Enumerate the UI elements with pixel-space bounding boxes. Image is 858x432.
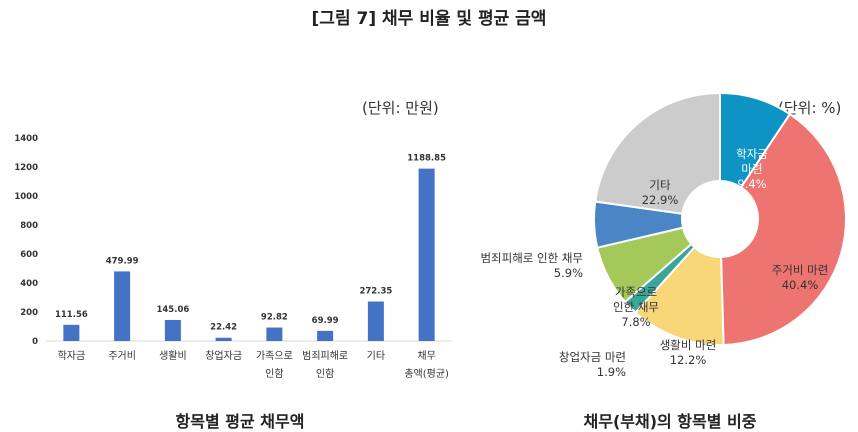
- bar: [164, 319, 181, 341]
- pie-label: 22.9%: [642, 193, 679, 207]
- x-category-label: 총액(평균): [404, 368, 449, 380]
- pie-slice: [594, 91, 721, 215]
- bar: [418, 168, 435, 341]
- y-tick-label: 200: [20, 308, 38, 318]
- pie-chart-unit: (단위: %): [778, 99, 842, 117]
- pie-label: 기타: [649, 178, 671, 192]
- bar-chart-unit: (단위: 만원): [362, 99, 439, 117]
- pie-label: 주거비 마련: [772, 263, 829, 277]
- pie-label: 40.4%: [782, 278, 819, 292]
- y-tick-label: 1000: [14, 192, 38, 202]
- pie-chart-caption: 채무(부채)의 항목별 비중: [583, 412, 757, 431]
- bar-value-label: 272.35: [359, 287, 392, 297]
- bar-value-label: 145.06: [156, 305, 189, 315]
- x-category-label: 인함: [265, 368, 283, 380]
- figure-title: [그림 7] 채무 비율 및 평균 금액: [311, 9, 547, 29]
- pie-label: 12.2%: [670, 353, 707, 367]
- x-category-label: 가족으로: [256, 350, 293, 362]
- y-tick-label: 600: [20, 250, 38, 260]
- y-tick-label: 800: [20, 221, 38, 231]
- bar: [114, 271, 131, 341]
- x-category-label: 주거비: [108, 350, 136, 362]
- x-category-label: 기타: [367, 350, 385, 362]
- bar-chart-caption: 항목별 평균 채무액: [175, 412, 305, 431]
- pie-slice: [634, 245, 725, 346]
- pie-label: 7.8%: [621, 315, 650, 329]
- pie-label: 가족으로: [615, 285, 657, 299]
- y-tick-label: 1200: [14, 163, 38, 173]
- bar-value-label: 22.42: [210, 323, 237, 333]
- x-category-label: 창업자금: [205, 349, 242, 362]
- pie-label: 생활비 마련: [660, 338, 717, 352]
- bar-value-label: 1188.85: [407, 154, 446, 164]
- pie-label: 인한 채무: [613, 300, 659, 314]
- pie-label: 마련: [741, 162, 762, 176]
- y-tick-label: 400: [20, 279, 38, 289]
- bar: [215, 337, 232, 341]
- pie-slice: [720, 112, 847, 346]
- pie-label: 범죄피해로 인한 채무: [480, 251, 583, 265]
- x-category-label: 생활비: [159, 349, 187, 362]
- bar-value-label: 111.56: [55, 310, 88, 320]
- pie-label: 5.9%: [554, 266, 583, 280]
- bar-value-label: 92.82: [261, 313, 288, 323]
- bar-value-label: 69.99: [312, 316, 339, 326]
- x-category-label: 채무: [417, 350, 435, 362]
- bar: [367, 301, 384, 341]
- y-tick-label: 1400: [14, 134, 38, 144]
- x-category-label: 범죄피해로: [302, 349, 348, 362]
- pie-label: 학자금: [736, 147, 768, 161]
- pie-label: 1.9%: [597, 365, 626, 379]
- bar: [63, 324, 80, 341]
- bar: [266, 327, 283, 341]
- pie-label: 9.4%: [737, 177, 766, 191]
- bar: [317, 330, 334, 341]
- pie-label: 창업자금 마련: [559, 350, 626, 364]
- x-category-label: 학자금: [58, 350, 86, 362]
- bar-chart: 0 200 400 600 800 1000 1200 1400 111.56 학자금 479.99…: [14, 134, 452, 380]
- y-tick-label: 0: [32, 337, 38, 347]
- bar-value-label: 479.99: [106, 256, 139, 266]
- x-category-label: 인함: [316, 368, 334, 380]
